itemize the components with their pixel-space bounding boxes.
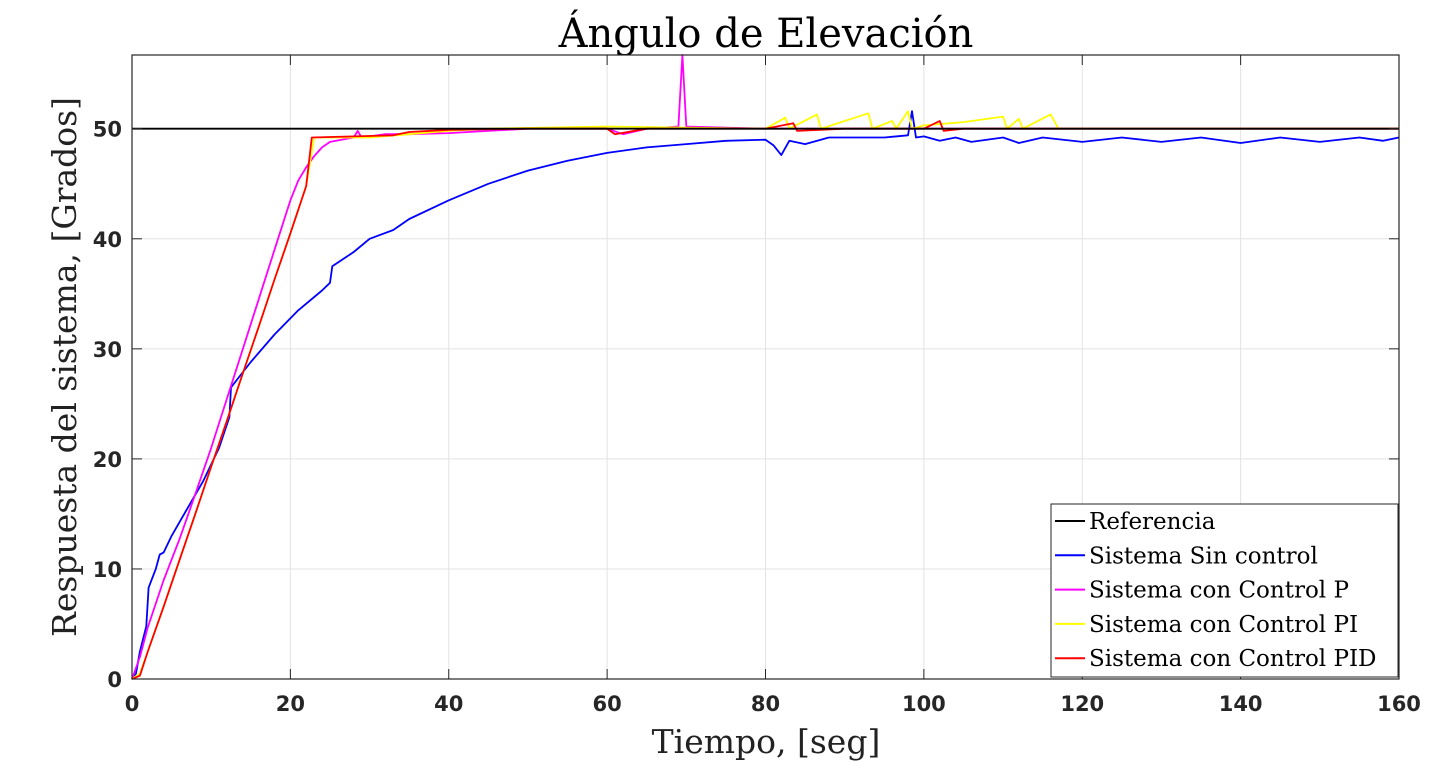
chart-title: Ángulo de Elevación [558,10,974,57]
x-tick-label: 40 [434,692,463,716]
legend-label-sistema-con-control-p: Sistema con Control P [1089,578,1349,604]
legend-box [1050,503,1399,678]
series-line-sistema-con-control-pid [131,120,1399,680]
series-layer [131,54,1400,680]
y-axis-ticks: 0 10 20 30 40 50 [93,118,1399,692]
x-tick-label: 140 [1219,692,1263,716]
x-tick-label: 0 [125,692,140,716]
series-line-sistema-sin-control [131,110,1400,680]
y-tick-label: 30 [93,338,122,362]
y-tick-label: 10 [93,558,122,582]
y-tick-label: 50 [93,118,122,142]
y-tick-label: 0 [107,668,122,692]
x-tick-label: 20 [276,692,305,716]
x-tick-label: 160 [1377,692,1421,716]
legend-label-sistema-con-control-pi: Sistema con Control PI [1089,612,1358,638]
x-tick-label: 120 [1060,692,1104,716]
grid-lines [132,55,1399,679]
legend-label-referencia: Referencia [1089,509,1216,535]
y-axis-label: Respuesta del sistema, [Grados] [45,97,84,637]
x-tick-label: 80 [751,692,780,716]
legend: Referencia Sistema Sin control Sistema con… [1050,503,1399,678]
legend-label-sistema-sin-control: Sistema Sin control [1089,543,1318,569]
x-tick-label: 100 [902,692,946,716]
x-axis-label: Tiempo, [seg] [652,722,881,761]
legend-label-sistema-con-control-pid: Sistema con Control PID [1089,646,1376,672]
y-tick-label: 40 [93,228,122,252]
x-axis-ticks: 0 20 40 60 80 100 120 140 160 [125,55,1421,716]
y-tick-label: 20 [93,448,122,472]
x-tick-label: 60 [593,692,622,716]
